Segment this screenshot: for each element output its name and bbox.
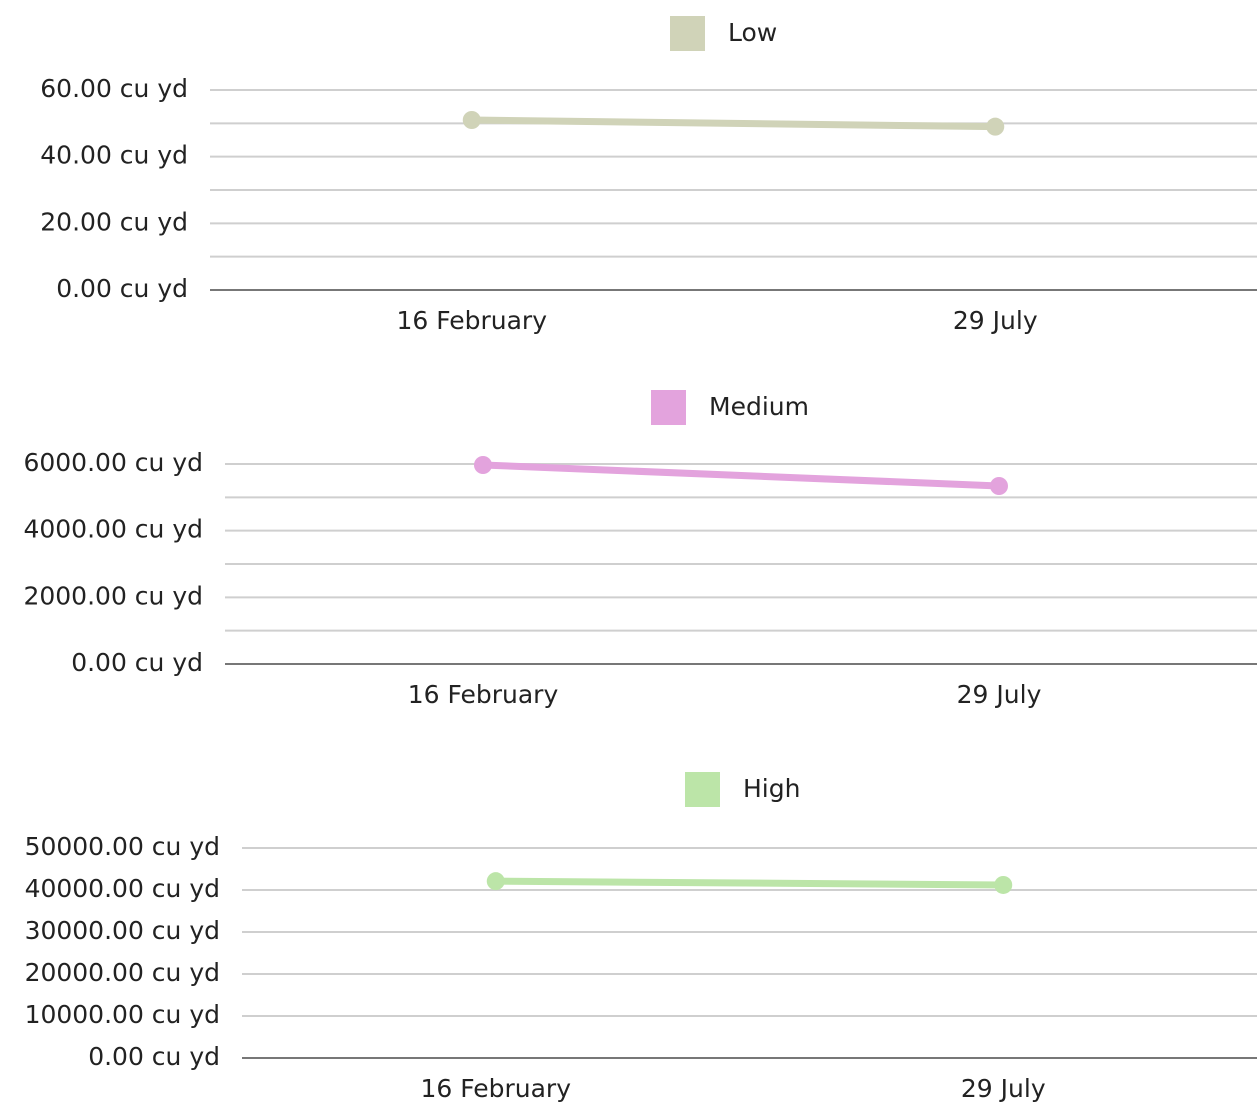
series-line — [495, 877, 1004, 889]
y-tick-label: 20.00 cu yd — [40, 207, 188, 236]
y-tick-label: 6000.00 cu yd — [23, 448, 203, 477]
x-tick-label: 16 February — [408, 680, 559, 709]
x-tick-label: 29 July — [957, 680, 1042, 709]
y-tick-label: 40000.00 cu yd — [25, 874, 220, 903]
y-tick-label: 4000.00 cu yd — [23, 515, 203, 544]
data-point — [994, 875, 1013, 894]
x-tick-label: 29 July — [953, 306, 1038, 335]
y-tick-label: 0.00 cu yd — [56, 274, 188, 303]
data-point — [462, 111, 481, 129]
y-tick-label: 0.00 cu yd — [71, 648, 203, 677]
y-tick-label: 2000.00 cu yd — [23, 581, 203, 610]
y-tick-label: 60.00 cu yd — [40, 74, 188, 103]
legend-label: Medium — [709, 392, 809, 421]
series-line — [482, 461, 1000, 490]
data-point — [486, 872, 505, 891]
series-line — [471, 116, 996, 131]
x-tick-label: 16 February — [396, 306, 547, 335]
legend-label: Low — [728, 18, 777, 47]
y-tick-label: 0.00 cu yd — [88, 1042, 220, 1071]
x-tick-label: 16 February — [420, 1074, 571, 1103]
y-tick-label: 20000.00 cu yd — [25, 958, 220, 987]
y-tick-label: 40.00 cu yd — [40, 141, 188, 170]
y-tick-label: 30000.00 cu yd — [25, 916, 220, 945]
legend-swatch — [651, 390, 686, 425]
legend-swatch — [670, 16, 705, 51]
legend-label: High — [743, 774, 800, 803]
y-tick-label: 10000.00 cu yd — [25, 1000, 220, 1029]
data-point — [474, 456, 492, 474]
data-point — [986, 117, 1005, 136]
data-point — [990, 477, 1008, 495]
legend-swatch — [685, 772, 720, 807]
x-tick-label: 29 July — [961, 1074, 1046, 1103]
y-tick-label: 50000.00 cu yd — [25, 832, 220, 861]
